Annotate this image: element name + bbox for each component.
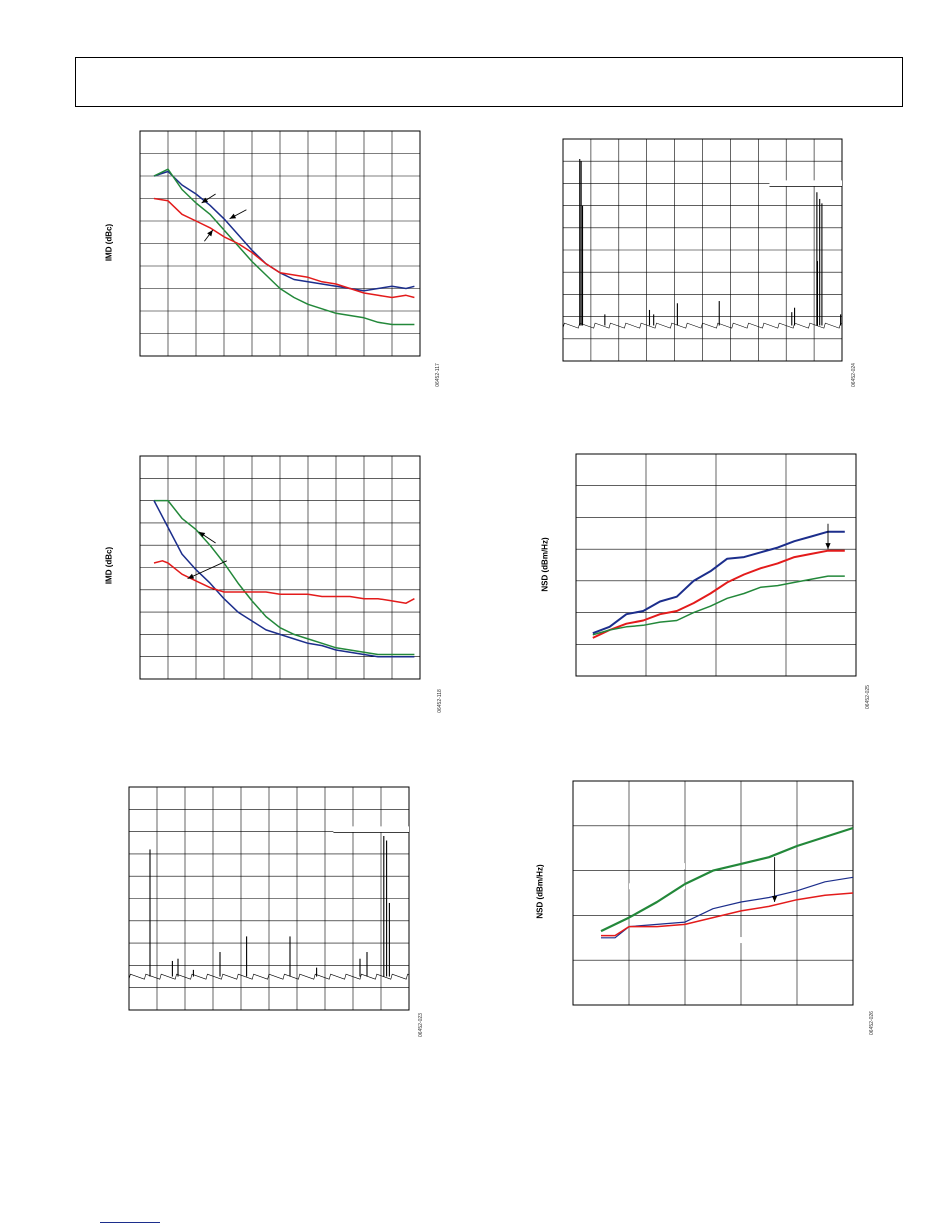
label-mask [718,581,781,588]
nsd-chart-2 [572,780,854,1006]
imd-chart-2 [139,455,421,680]
series-line-blue [153,170,415,292]
series-line-blue [592,530,845,635]
grid [575,453,857,677]
annotation-arrowhead [201,197,209,203]
annotation-arrowhead [187,573,195,579]
imd-chart-2-ylabel: IMD (dBc) [104,546,114,585]
label-mask [721,590,775,597]
series-line-red [601,892,854,937]
imd-chart-1 [139,130,421,357]
series-line-red [153,560,415,604]
series-line-blue [153,500,415,658]
imd-chart-1-ylabel: IMD (dBc) [104,223,114,262]
annotation-arrowhead [207,230,213,237]
fft-chart-right-1 [562,138,843,362]
plot-frame [128,786,410,1011]
footer-link-underline [100,1222,160,1223]
series-line-red [592,549,845,639]
nsd-chart-1-ylabel: NSD (dBm/Hz) [540,537,550,592]
series-line-red [153,197,415,299]
fft-chart-left-figure-id: 06452-023 [418,1013,424,1037]
plot-frame [139,130,421,357]
nsd-chart-2-figure-id: 06452-026 [869,1011,875,1035]
grid [572,780,854,1006]
label-mask [629,883,685,890]
label-mask [634,863,685,870]
annotation-arrowhead [198,531,206,538]
nsd-chart-2-ylabel: NSD (dBm/Hz) [535,864,545,919]
plot-frame [575,453,857,677]
fft-chart-left [128,786,410,1011]
nsd-chart-1 [575,453,857,677]
noise-floor [562,322,843,329]
imd-chart-1-figure-id: 06452-117 [435,363,441,387]
plot-frame [572,780,854,1006]
series-line-green [592,575,845,636]
series-line-green [154,499,415,656]
annotation-arrow [187,560,227,580]
series-line-green [600,826,854,933]
series-line-green [153,168,415,326]
annotation-arrowhead [825,543,831,550]
plot-frame [139,455,421,680]
imd-chart-2-figure-id: 06452-118 [437,689,443,713]
grid [139,455,421,680]
fft-chart-right-1-figure-id: 06452-024 [851,363,857,387]
noise-floor [128,973,410,980]
annotation-arrowhead [772,895,778,902]
page-header-box [75,57,903,107]
nsd-chart-1-figure-id: 06452-025 [865,685,871,709]
label-mask [718,937,769,944]
grid [562,138,843,362]
plot-frame [562,138,843,362]
annotation-arrowhead [229,213,237,219]
